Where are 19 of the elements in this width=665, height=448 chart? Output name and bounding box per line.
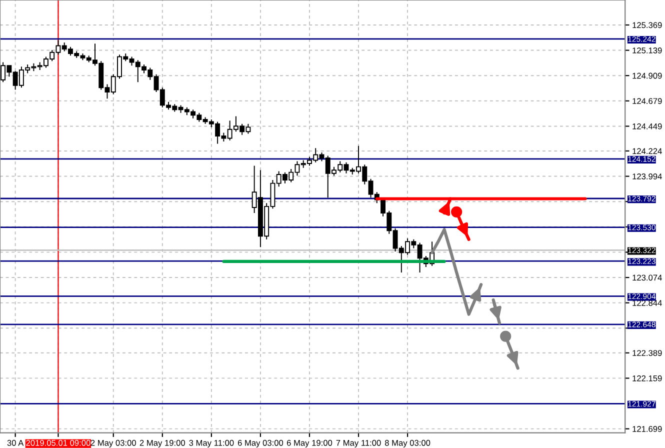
x-tick-label: 6 May 03:00 (238, 440, 284, 448)
y-tick-label: 122.389 (632, 350, 662, 356)
y-tick-label: 121.699 (632, 426, 662, 432)
x-tick-label: 7 May 11:00 (336, 440, 381, 448)
y-tick-label: 122.159 (632, 375, 662, 382)
x-tick-label: 3 May 11:00 (189, 440, 234, 448)
y-tick-label: 123.994 (632, 173, 662, 180)
y-tick-label: 125.139 (632, 47, 662, 54)
y-tick-label: 123.074 (632, 274, 662, 281)
y-tick-label: 124.449 (632, 123, 662, 130)
x-tick-label: 2019.05.01 09:00 (26, 440, 90, 446)
x-tick-label: 8 May 03:00 (384, 440, 430, 448)
y-tick-label: 124.909 (632, 72, 662, 79)
x-tick-label: 2 May 19:00 (140, 440, 186, 448)
x-tick-label: 6 May 19:00 (286, 440, 332, 448)
y-tick-label: 124.224 (632, 148, 662, 154)
y-tick-label: 124.679 (632, 98, 662, 104)
x-tick-label: 30 A (7, 440, 24, 446)
y-tick-label: 125.369 (632, 22, 662, 28)
